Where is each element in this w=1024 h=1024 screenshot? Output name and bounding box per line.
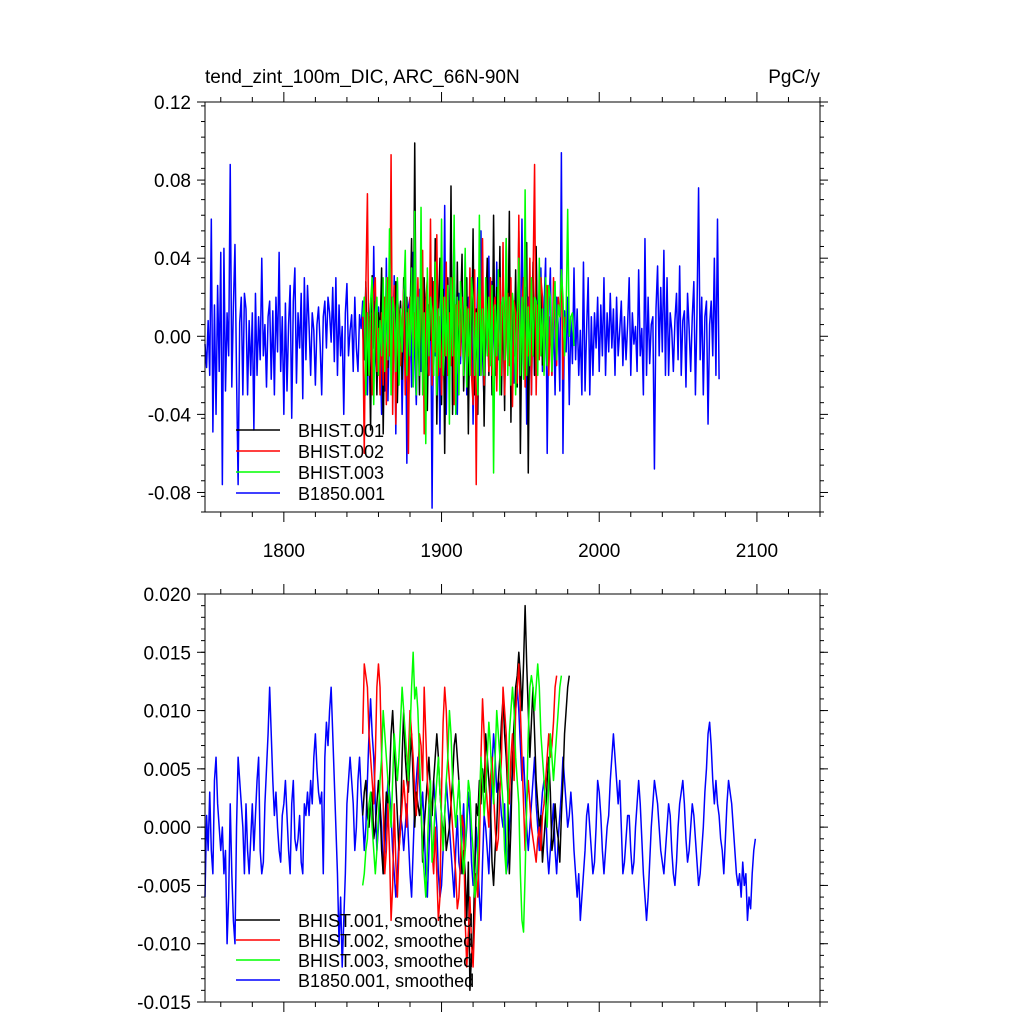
chart-title: tend_zint_100m_DIC, ARC_66N-90N bbox=[205, 67, 520, 88]
y-tick-labels: -0.08 -0.04 0.00 0.04 0.08 0.12 bbox=[148, 93, 192, 504]
legend-label: BHIST.001 bbox=[298, 421, 384, 441]
series-line-bhist-003-smoothed bbox=[361, 651, 563, 933]
series-line-bhist-001-smoothed bbox=[361, 604, 571, 992]
axis-ticks bbox=[197, 584, 828, 1012]
series-line-bhist-003 bbox=[361, 189, 575, 474]
legend-label: BHIST.003 bbox=[298, 463, 384, 483]
y-tick-label: 0.000 bbox=[143, 818, 191, 839]
y-tick-label: 0.00 bbox=[154, 327, 191, 348]
plot-frame bbox=[204, 101, 821, 513]
legend-label: BHIST.002, smoothed bbox=[298, 931, 473, 951]
y-tick-label: 0.08 bbox=[154, 171, 191, 192]
y-tick-labels: -0.015 -0.010 -0.005 0.000 0.005 0.010 0.015 0.… bbox=[137, 585, 191, 1014]
y-tick-label: 0.015 bbox=[143, 643, 191, 664]
legend-label: B1850.001, smoothed bbox=[298, 971, 474, 991]
legend-label: B1850.001 bbox=[298, 484, 385, 504]
legend-label: BHIST.002 bbox=[298, 442, 384, 462]
y-tick-label: -0.08 bbox=[148, 483, 191, 504]
legend-label: BHIST.003, smoothed bbox=[298, 951, 473, 971]
bottom-panel: -0.015 -0.010 -0.005 0.000 0.005 0.010 0.015 0.… bbox=[137, 584, 828, 1014]
plot-frame bbox=[204, 593, 821, 1003]
chart-units: PgC/y bbox=[768, 67, 820, 88]
y-tick-label: -0.04 bbox=[148, 405, 192, 426]
y-tick-label: 0.020 bbox=[143, 585, 191, 606]
series-group bbox=[204, 142, 720, 509]
x-tick-labels: 1800 1900 2000 2100 bbox=[263, 541, 778, 562]
y-tick-label: 0.04 bbox=[154, 249, 191, 270]
x-tick-label: 1900 bbox=[420, 541, 462, 562]
top-panel: tend_zint_100m_DIC, ARC_66N-90N PgC/y -0… bbox=[148, 67, 828, 562]
y-tick-label: 0.005 bbox=[143, 760, 191, 781]
series-group bbox=[204, 604, 757, 992]
series-line-b1850-001-smoothed bbox=[204, 686, 757, 968]
y-tick-label: -0.005 bbox=[137, 876, 191, 897]
y-tick-label: 0.12 bbox=[154, 93, 191, 114]
series-line-bhist-002-smoothed bbox=[361, 663, 558, 968]
axis-ticks bbox=[197, 92, 828, 522]
x-tick-label: 2100 bbox=[736, 541, 778, 562]
y-tick-label: -0.015 bbox=[137, 993, 191, 1014]
y-tick-label: 0.010 bbox=[143, 702, 191, 723]
legend-label: BHIST.001, smoothed bbox=[298, 911, 473, 931]
y-tick-label: -0.010 bbox=[137, 935, 191, 956]
x-tick-label: 2000 bbox=[578, 541, 620, 562]
x-tick-label: 1800 bbox=[263, 541, 305, 562]
